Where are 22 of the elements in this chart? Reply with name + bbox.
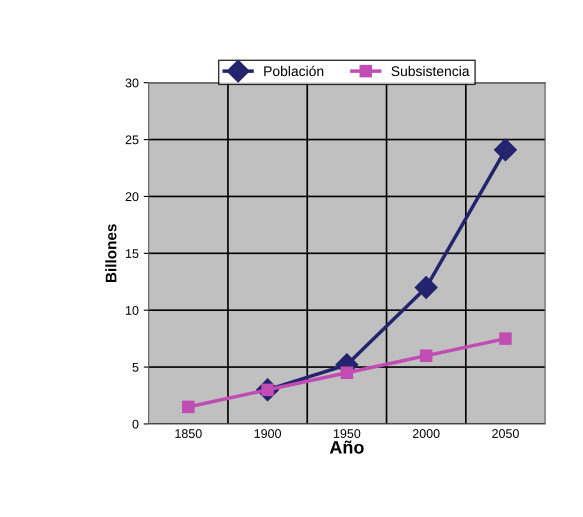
legend-label: Subsistencia — [391, 66, 470, 76]
y-tick-label: 25 — [126, 135, 138, 144]
x-tick-label: 1900 — [254, 429, 282, 438]
legend-label: Población — [264, 66, 324, 76]
point — [499, 332, 512, 345]
y-tick-label: 30 — [126, 78, 138, 88]
y-axis-title: Billones — [105, 224, 116, 282]
point — [182, 400, 195, 414]
x-tick-label: 2050 — [492, 429, 519, 438]
point — [420, 349, 432, 362]
x-tick-label: 1850 — [175, 429, 202, 438]
y-tick-label: 15 — [126, 249, 138, 258]
x-axis-title: Año — [330, 440, 364, 454]
point — [340, 366, 354, 380]
y-tick-label: 20 — [126, 192, 138, 202]
y-tick-label: 10 — [126, 306, 138, 315]
y-tick-label: 5 — [132, 363, 138, 372]
y-tick-label: 0 — [132, 420, 138, 429]
point — [494, 138, 517, 162]
point — [414, 276, 438, 299]
x-tick-label: 1950 — [334, 429, 360, 438]
x-tick-label: 2000 — [412, 429, 440, 438]
